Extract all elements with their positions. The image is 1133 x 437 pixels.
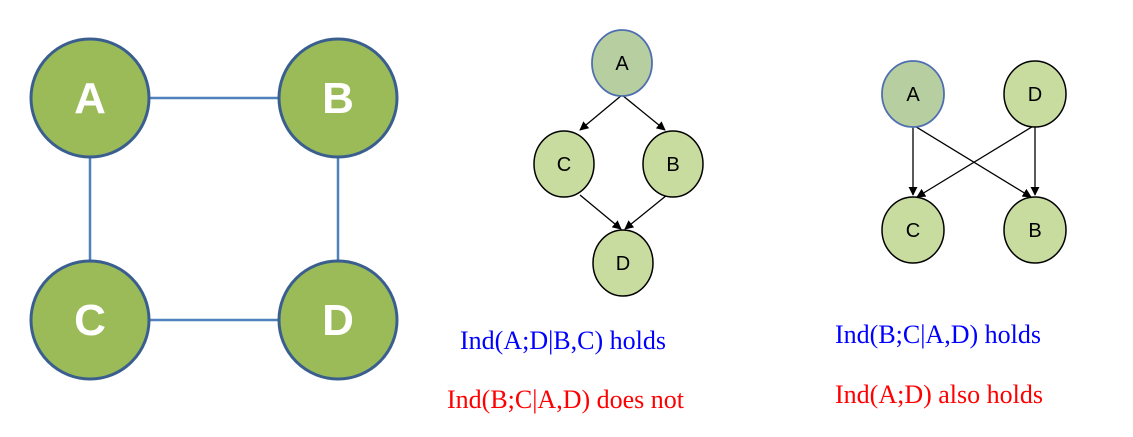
edge-d-c [916, 124, 1036, 198]
node-b-label: B [322, 74, 354, 123]
node-a-label: A [615, 53, 629, 75]
node-a-label: A [906, 84, 920, 106]
node-d [1003, 60, 1067, 128]
left-caption-holds: Ind(A;D|B,C) holds [460, 326, 666, 355]
node-b [277, 37, 399, 159]
node-b [642, 130, 704, 198]
node-d-label: D [616, 253, 630, 275]
node-b-label: B [1028, 220, 1041, 242]
node-c [533, 130, 595, 198]
edge-a-b [621, 94, 666, 131]
node-d-label: D [1028, 84, 1042, 106]
undirected-graph: A B C D [29, 37, 399, 381]
left-caption-does-not: Ind(B;C|A,D) does not [447, 385, 685, 414]
node-c-label: C [557, 154, 571, 176]
node-a [591, 29, 653, 97]
right-caption-holds: Ind(B;C|A,D) holds [835, 320, 1041, 349]
node-b-label: B [666, 154, 679, 176]
node-a-label: A [74, 74, 106, 123]
node-d [277, 259, 399, 381]
node-c [881, 196, 945, 264]
right-caption-also-holds: Ind(A;D) also holds [835, 380, 1043, 409]
node-d-label: D [322, 296, 354, 345]
edge-b-d [624, 194, 668, 230]
dag-right: A D C B [881, 60, 1067, 264]
node-d [592, 229, 654, 297]
node-a [29, 37, 151, 159]
edge-c-d [579, 194, 622, 230]
node-b [1003, 196, 1067, 264]
edge-a-b [912, 124, 1032, 198]
dag-left: A C B D [533, 29, 704, 297]
node-c-label: C [906, 220, 920, 242]
node-c [29, 259, 151, 381]
edge-a-c [579, 94, 623, 131]
node-c-label: C [74, 296, 106, 345]
node-a [881, 60, 945, 128]
